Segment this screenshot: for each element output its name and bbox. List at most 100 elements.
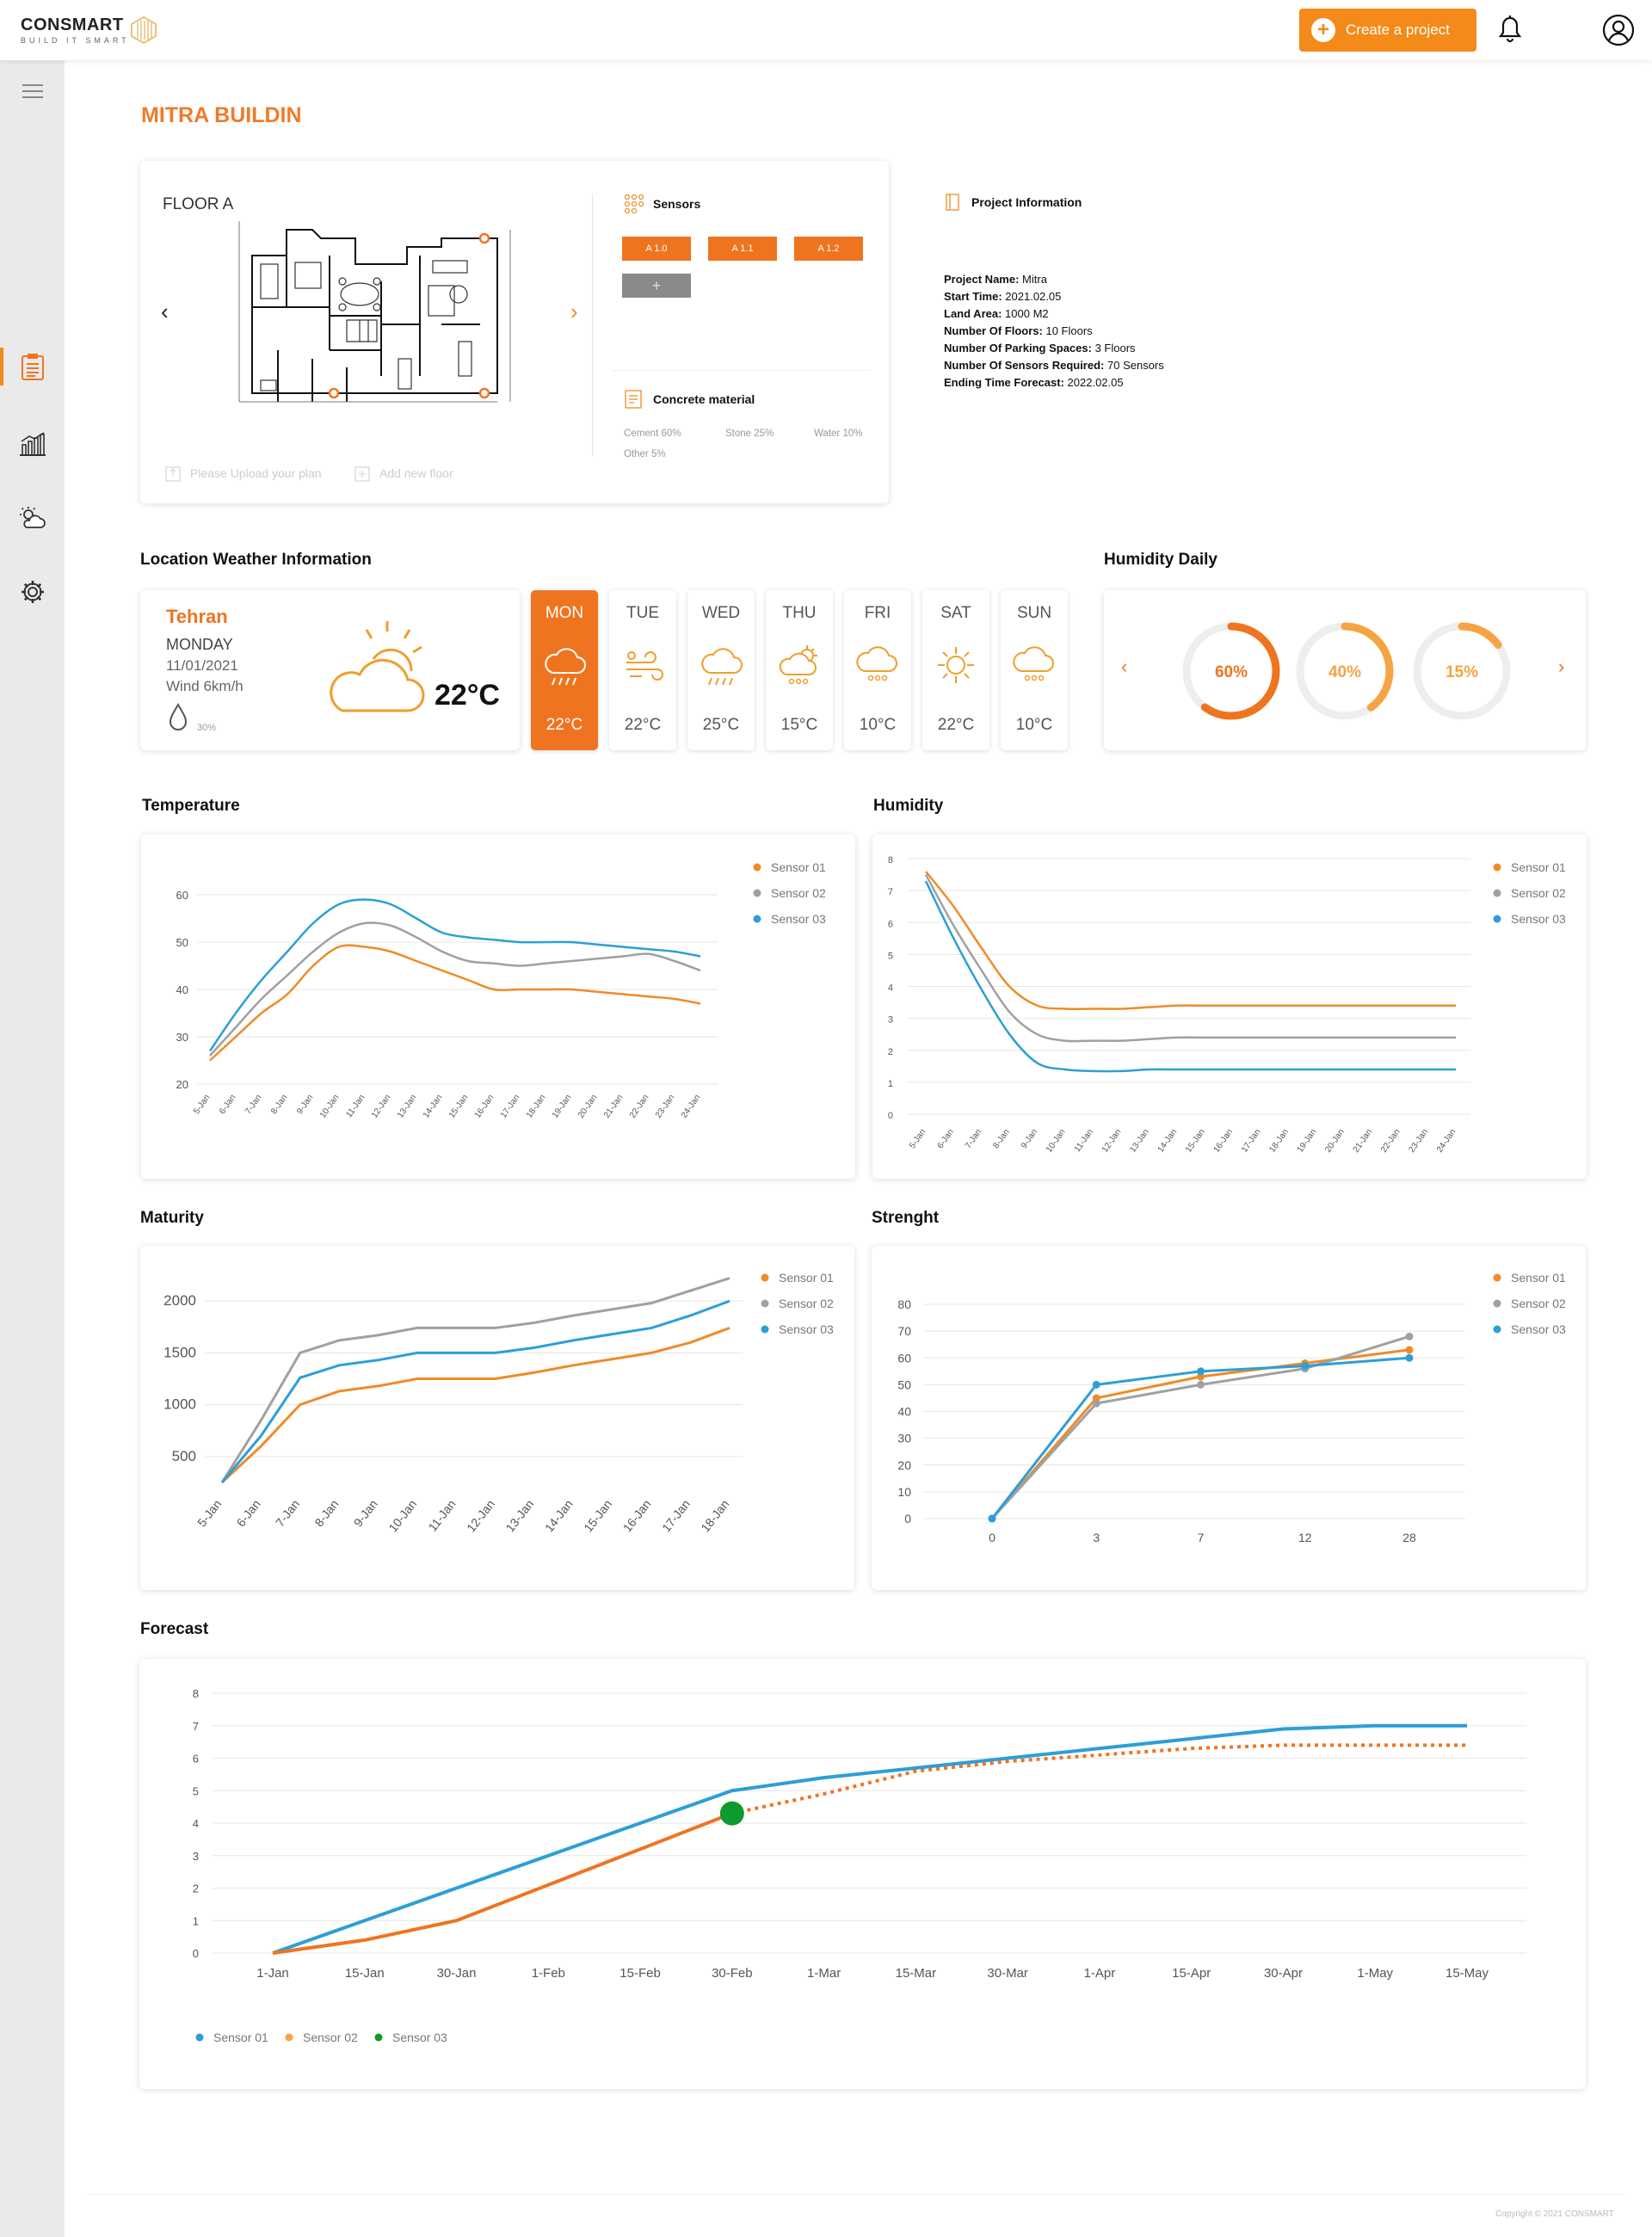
x-tick-label: 15-Jan — [581, 1497, 614, 1535]
legend-label: Sensor 02 — [779, 1297, 834, 1310]
y-tick-label: 2 — [193, 1883, 199, 1895]
x-tick-label: 11-Jan — [1073, 1127, 1095, 1154]
x-tick-label: 17-Jan — [659, 1497, 693, 1535]
maturity-card: 500 1000 1500 2000 5-Jan 6-Jan 7-Jan 8-Jan 9-Jan… — [140, 1246, 854, 1590]
data-point — [1301, 1362, 1310, 1371]
rain-cloud-icon — [545, 648, 586, 686]
y-tick-label: 20 — [897, 1458, 911, 1472]
weather-icon — [19, 507, 46, 528]
legend-label: Sensor 03 — [771, 912, 826, 926]
y-tick-label: 30 — [897, 1432, 911, 1445]
bell-icon[interactable] — [1497, 15, 1523, 44]
day-card-wed[interactable]: WED 25°C — [687, 590, 755, 750]
strength-card: 0 10 20 30 40 50 60 70 80 0 3 7 12 28 Sensor 01 Sensor … — [872, 1246, 1586, 1590]
x-tick-label: 12 — [1298, 1531, 1312, 1544]
x-tick-label: 15-Jan — [345, 1966, 385, 1981]
upload-icon — [165, 466, 181, 482]
sensor-button-a10[interactable]: A 1.0 — [622, 237, 691, 261]
brand-tagline: BUILD IT SMART — [21, 36, 130, 45]
day-card-thu[interactable]: THU 15°C — [766, 590, 833, 750]
x-tick-label: 1-Jan — [256, 1966, 289, 1981]
floor-next-arrow[interactable]: › — [570, 299, 578, 324]
day-card-fri[interactable]: FRI 10°C — [844, 590, 911, 750]
humidity-daily-card: ‹ › 60% 40% 15% — [1104, 590, 1586, 750]
x-tick-label: 19-Jan — [1296, 1127, 1319, 1154]
sidebar-item-project[interactable] — [0, 348, 65, 385]
project-info-list: Project Name: Mitra Start Time: 2021.02.… — [944, 271, 1164, 391]
project-info-row: Land Area: 1000 M2 — [944, 305, 1164, 323]
sensor-grid-icon — [624, 194, 644, 214]
brand-logo[interactable]: CONSMART BUILD IT SMART — [21, 15, 157, 45]
legend-label: Sensor 03 — [1511, 1322, 1566, 1336]
humidity-prev-arrow[interactable]: ‹ — [1121, 656, 1128, 677]
x-tick-label: 1-Feb — [532, 1966, 565, 1981]
y-tick-label: 40 — [897, 1405, 911, 1419]
humidity-chart: 0 1 2 3 4 5 6 7 8 5-Jan 6-Jan 7-Jan 8-Jan 9-Jan 10-Jan… — [888, 855, 1566, 1155]
add-floor-link[interactable]: Add new floor — [354, 464, 453, 483]
weather-wind: Wind 6km/h — [166, 678, 243, 694]
legend-dot — [1493, 915, 1501, 923]
info-key: Start Time: — [944, 290, 1002, 303]
x-tick-label: 18-Jan — [525, 1093, 548, 1119]
sensor-button-a12[interactable]: A 1.2 — [794, 237, 863, 261]
humidity-next-arrow[interactable]: › — [1558, 656, 1565, 677]
sensor-03-point — [719, 1801, 744, 1826]
rain-cloud-icon — [701, 648, 743, 686]
floor-card: FLOOR A ‹ › Sensors A 1.0 A 1.1 A 1.2 + … — [140, 161, 889, 503]
add-sensor-button[interactable]: + — [622, 274, 691, 298]
x-tick-label: 6-Jan — [234, 1497, 263, 1529]
menu-toggle[interactable] — [0, 72, 65, 110]
day-temp: 10°C — [1015, 716, 1053, 734]
legend-label: Sensor 02 — [1511, 1297, 1566, 1310]
sidebar-item-weather[interactable] — [0, 499, 65, 537]
weather-date: 11/01/2021 — [166, 657, 238, 674]
legend-label: Sensor 03 — [392, 2031, 447, 2044]
weather-section-title: Location Weather Information — [140, 551, 372, 569]
day-card-sun[interactable]: SUN 10°C — [1001, 590, 1068, 750]
x-tick-label: 19-Jan — [551, 1093, 574, 1119]
x-tick-label: 13-Jan — [396, 1093, 419, 1119]
sidebar-item-analytics[interactable] — [0, 425, 65, 463]
sensor-button-a11[interactable]: A 1.1 — [708, 237, 777, 261]
legend-dot — [761, 1325, 769, 1334]
legend-dot — [761, 1299, 769, 1308]
info-key: Ending Time Forecast: — [944, 376, 1064, 389]
legend-dot — [1493, 863, 1501, 872]
day-name: SUN — [1016, 604, 1052, 622]
sun-icon — [938, 647, 974, 683]
divider — [612, 370, 870, 371]
upload-plan-link[interactable]: Please Upload your plan — [164, 464, 322, 483]
humidity-daily-title: Humidity Daily — [1104, 551, 1217, 569]
sensors-header: Sensors — [624, 194, 700, 214]
create-project-button[interactable]: + Create a project — [1299, 9, 1476, 52]
x-tick-label: 3 — [1093, 1531, 1100, 1544]
data-point — [1197, 1367, 1205, 1376]
series-line-2 — [220, 1277, 730, 1483]
x-tick-label: 15-Apr — [1172, 1966, 1211, 1981]
x-tick-label: 17-Jan — [1240, 1127, 1263, 1154]
x-tick-label: 12-Jan — [370, 1093, 393, 1119]
data-point — [1197, 1380, 1205, 1389]
x-tick-label: 15-Feb — [620, 1966, 661, 1981]
y-tick-label: 0 — [888, 1111, 893, 1121]
data-point — [1405, 1346, 1414, 1354]
day-card-sat[interactable]: SAT 22°C — [922, 590, 989, 750]
x-tick-label: 0 — [989, 1531, 996, 1544]
sun-cloud-rain-icon — [779, 645, 817, 685]
temperature-card: 20 30 40 50 60 5-Jan 6-Jan 7-Jan 8-Jan 9-Jan 10-Ja… — [141, 835, 855, 1179]
user-avatar-icon[interactable] — [1602, 14, 1635, 46]
x-tick-label: 9-Jan — [1020, 1127, 1039, 1150]
x-tick-label: 15-Mar — [896, 1966, 937, 1981]
day-card-tue[interactable]: TUE 22°C — [609, 590, 676, 750]
data-point — [1092, 1399, 1100, 1408]
y-tick-label: 0 — [193, 1947, 199, 1960]
info-value: Mitra — [1022, 273, 1047, 286]
series-line-1 — [220, 1327, 730, 1484]
x-tick-label: 5-Jan — [908, 1127, 928, 1150]
y-tick-label: 6 — [193, 1753, 199, 1766]
legend-label: Sensor 01 — [213, 2031, 268, 2044]
day-card-mon[interactable]: MON 22°C — [531, 590, 598, 750]
sidebar-item-settings[interactable] — [0, 573, 65, 611]
gear-icon — [21, 581, 44, 603]
floor-prev-arrow[interactable]: ‹ — [161, 299, 169, 324]
